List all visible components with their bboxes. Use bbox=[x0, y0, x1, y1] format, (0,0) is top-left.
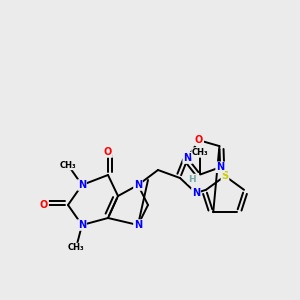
Text: N: N bbox=[78, 220, 86, 230]
Text: N: N bbox=[192, 188, 200, 198]
Text: N: N bbox=[134, 180, 142, 190]
Text: H: H bbox=[188, 175, 196, 184]
Text: N: N bbox=[216, 162, 224, 172]
Text: CH₃: CH₃ bbox=[60, 160, 76, 169]
Text: N: N bbox=[183, 153, 191, 163]
Text: N: N bbox=[78, 180, 86, 190]
Text: CH₃: CH₃ bbox=[192, 148, 208, 157]
Text: O: O bbox=[40, 200, 48, 210]
Text: CH₃: CH₃ bbox=[68, 244, 84, 253]
Text: O: O bbox=[195, 135, 203, 145]
Text: N: N bbox=[134, 220, 142, 230]
Text: S: S bbox=[221, 171, 229, 181]
Text: O: O bbox=[184, 153, 192, 163]
Text: O: O bbox=[104, 147, 112, 157]
